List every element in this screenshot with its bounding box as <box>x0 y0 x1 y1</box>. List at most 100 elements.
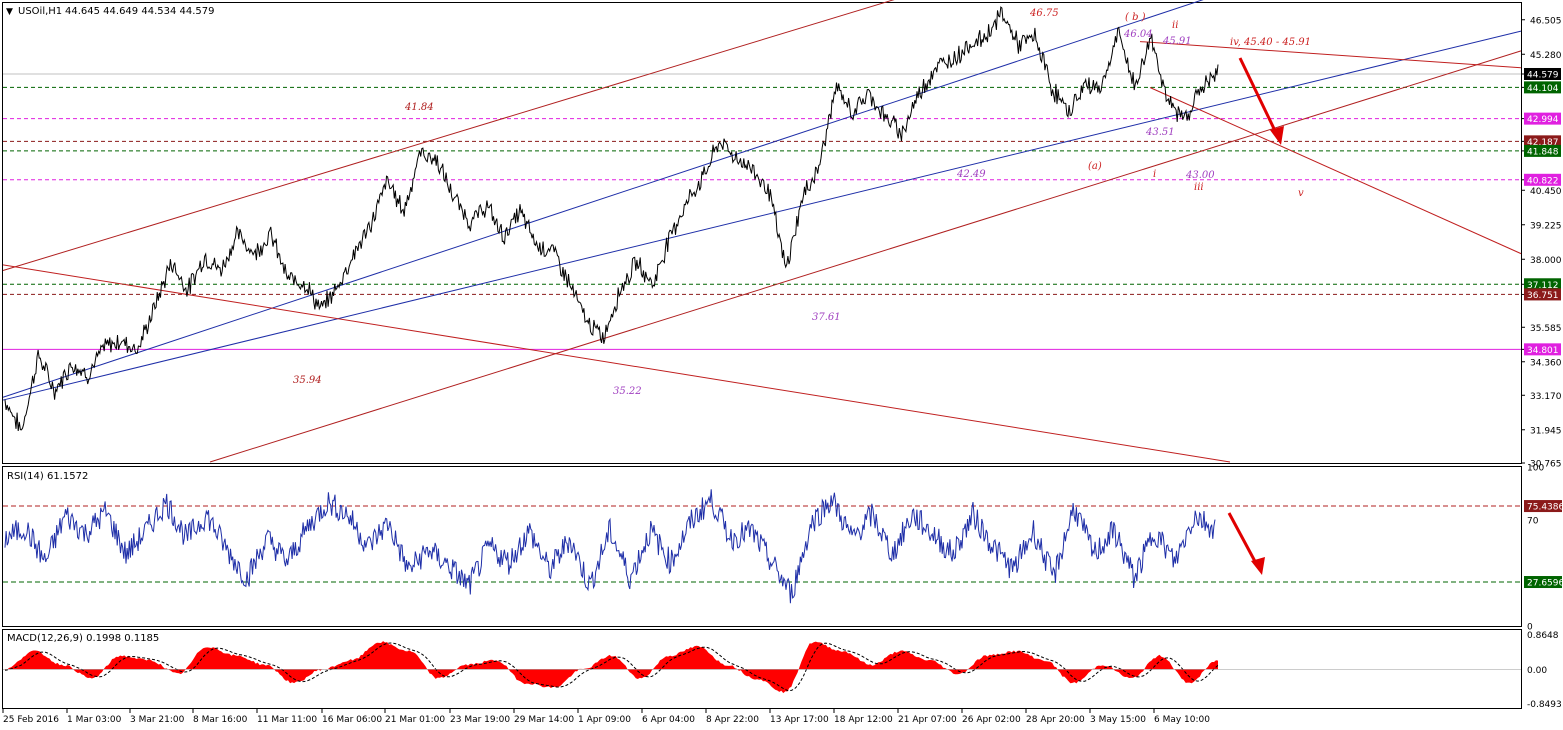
price-badge-label: 36.751 <box>1527 291 1559 301</box>
forecast-arrow-rsi <box>1227 512 1265 575</box>
rsi-title: RSI(14) 61.1572 <box>7 471 88 482</box>
upper-channel-line <box>2 0 895 272</box>
price-line <box>4 6 1219 432</box>
wave-label: 35.22 <box>613 386 642 397</box>
time-axis-label: 18 Apr 12:00 <box>834 715 893 725</box>
rsi-axis: 100 75.4386 70 27.6596 0 <box>1524 464 1563 633</box>
macd-axis-label: 0.8648 <box>1527 631 1559 641</box>
time-axis-label: 8 Mar 16:00 <box>193 715 248 725</box>
rsi-axis-label: 27.6596 <box>1527 579 1563 589</box>
macd-axis-label: 0.00 <box>1527 666 1547 676</box>
time-axis-label: 21 Mar 01:00 <box>385 715 445 725</box>
rsi-line <box>4 489 1216 604</box>
symbol-label: USOil,H1 <box>18 6 62 17</box>
time-axis-label: 6 Apr 04:00 <box>642 715 695 725</box>
forecast-arrow-price <box>1238 57 1284 145</box>
rsi-panel[interactable] <box>2 466 1522 627</box>
price-axis-label: 40.450 <box>1530 187 1562 197</box>
wave-label: v <box>1298 188 1304 199</box>
ohlc-label: 44.645 44.649 44.534 44.579 <box>65 6 215 17</box>
price-badge <box>1524 343 1561 356</box>
time-axis-label: 6 May 10:00 <box>1154 715 1210 725</box>
time-axis-label: 3 May 15:00 <box>1090 715 1146 725</box>
time-axis-label: 1 Mar 03:00 <box>67 715 122 725</box>
lower-blue-channel-line <box>2 30 1522 401</box>
collapse-triangle-icon: ▼ <box>6 7 13 17</box>
descending-support-line <box>2 264 1231 463</box>
wave-label: ( b ) <box>1125 12 1146 23</box>
wave-label: 41.84 <box>404 102 434 113</box>
wave-label: 43.51 <box>1145 127 1175 138</box>
time-axis-label: 21 Apr 07:00 <box>898 715 957 725</box>
upper-blue-channel-line <box>2 0 1204 398</box>
rsi-axis-label: 70 <box>1527 517 1539 527</box>
time-axis-label: 25 Feb 2016 <box>3 715 59 725</box>
price-axis-label: 34.360 <box>1530 358 1562 368</box>
wave-label: 35.94 <box>293 375 322 386</box>
wave-annotations: 46.75 ( b ) ii 46.04 45.91 iv, 45.40 - 45.91 4… <box>293 8 1311 397</box>
macd-histogram <box>5 641 1218 694</box>
price-series <box>4 6 1219 432</box>
wave-label: 46.04 <box>1123 29 1153 40</box>
time-axis-label: 26 Apr 02:00 <box>962 715 1021 725</box>
time-axis-label: 1 Apr 09:00 <box>578 715 631 725</box>
wave-label: 42.49 <box>956 169 986 180</box>
time-axis-label: 11 Mar 11:00 <box>257 715 317 725</box>
rsi-axis-label: 100 <box>1527 464 1544 474</box>
wave-label: ii <box>1172 20 1178 31</box>
time-axis-label: 16 Mar 06:00 <box>322 715 382 725</box>
time-axis-label: 13 Apr 17:00 <box>770 715 829 725</box>
price-axis-label: 30.765 <box>1530 460 1562 470</box>
rsi-axis-label: 0 <box>1527 623 1533 633</box>
price-axis-label: 35.585 <box>1530 324 1562 334</box>
price-badge <box>1524 135 1561 148</box>
price-badge <box>1524 112 1561 125</box>
trendlines <box>2 0 1522 463</box>
price-badge-label: 42.994 <box>1527 115 1559 125</box>
wave-resistance-line <box>1139 41 1522 69</box>
wave-label: 37.61 <box>812 312 841 323</box>
wave-label: 45.91 <box>1162 36 1192 47</box>
price-axis-label: 38.000 <box>1530 256 1562 266</box>
price-badge-label: 44.579 <box>1527 70 1559 80</box>
macd-layer <box>3 641 1521 694</box>
price-axis-label: 39.225 <box>1530 221 1562 231</box>
time-axis-label: 29 Mar 14:00 <box>514 715 574 725</box>
price-badge <box>1524 81 1561 94</box>
wave-label: 46.75 <box>1029 8 1059 19</box>
wave-label: iii <box>1194 182 1204 193</box>
time-axis-label: 3 Mar 21:00 <box>130 715 185 725</box>
rsi-layer <box>3 489 1521 604</box>
macd-axis: 0.8648 0.00 -0.8493 <box>1527 631 1562 710</box>
macd-title: MACD(12,26,9) 0.1998 0.1185 <box>7 633 159 644</box>
wave-label: (a) <box>1088 161 1102 172</box>
price-badge <box>1524 173 1561 186</box>
rsi-badge <box>1524 576 1562 589</box>
time-axis-label: 8 Apr 22:00 <box>706 715 759 725</box>
rsi-badge <box>1524 500 1562 513</box>
time-axis-label: 28 Apr 20:00 <box>1026 715 1085 725</box>
price-badge-label: 40.822 <box>1527 176 1559 186</box>
price-axis-label: 31.945 <box>1530 426 1562 436</box>
rsi-axis-label: 75.4386 <box>1527 503 1563 513</box>
price-badge <box>1524 278 1561 291</box>
price-badge <box>1524 67 1561 80</box>
price-axis-label: 45.280 <box>1530 51 1562 61</box>
wave-label: iv, 45.40 - 45.91 <box>1230 37 1311 48</box>
price-axis-label: 33.170 <box>1530 392 1562 402</box>
price-badge-label: 37.112 <box>1527 281 1559 291</box>
price-badge <box>1524 144 1561 157</box>
price-panel[interactable] <box>2 2 1522 464</box>
time-axis: 25 Feb 2016 1 Mar 03:00 3 Mar 21:00 8 Mar 1… <box>2 709 1210 725</box>
chart-header: ▼ USOil,H1 44.645 44.649 44.534 44.579 <box>6 6 215 17</box>
wave-label: i <box>1153 169 1156 180</box>
lower-red-channel-line <box>209 50 1522 463</box>
macd-axis-label: -0.8493 <box>1527 700 1562 710</box>
price-axis-label: 46.505 <box>1530 16 1562 26</box>
wave-support-line <box>1149 87 1522 255</box>
wave-label: 43.00 <box>1185 170 1215 181</box>
price-badge <box>1524 288 1561 301</box>
price-badge-label: 34.801 <box>1527 346 1559 356</box>
